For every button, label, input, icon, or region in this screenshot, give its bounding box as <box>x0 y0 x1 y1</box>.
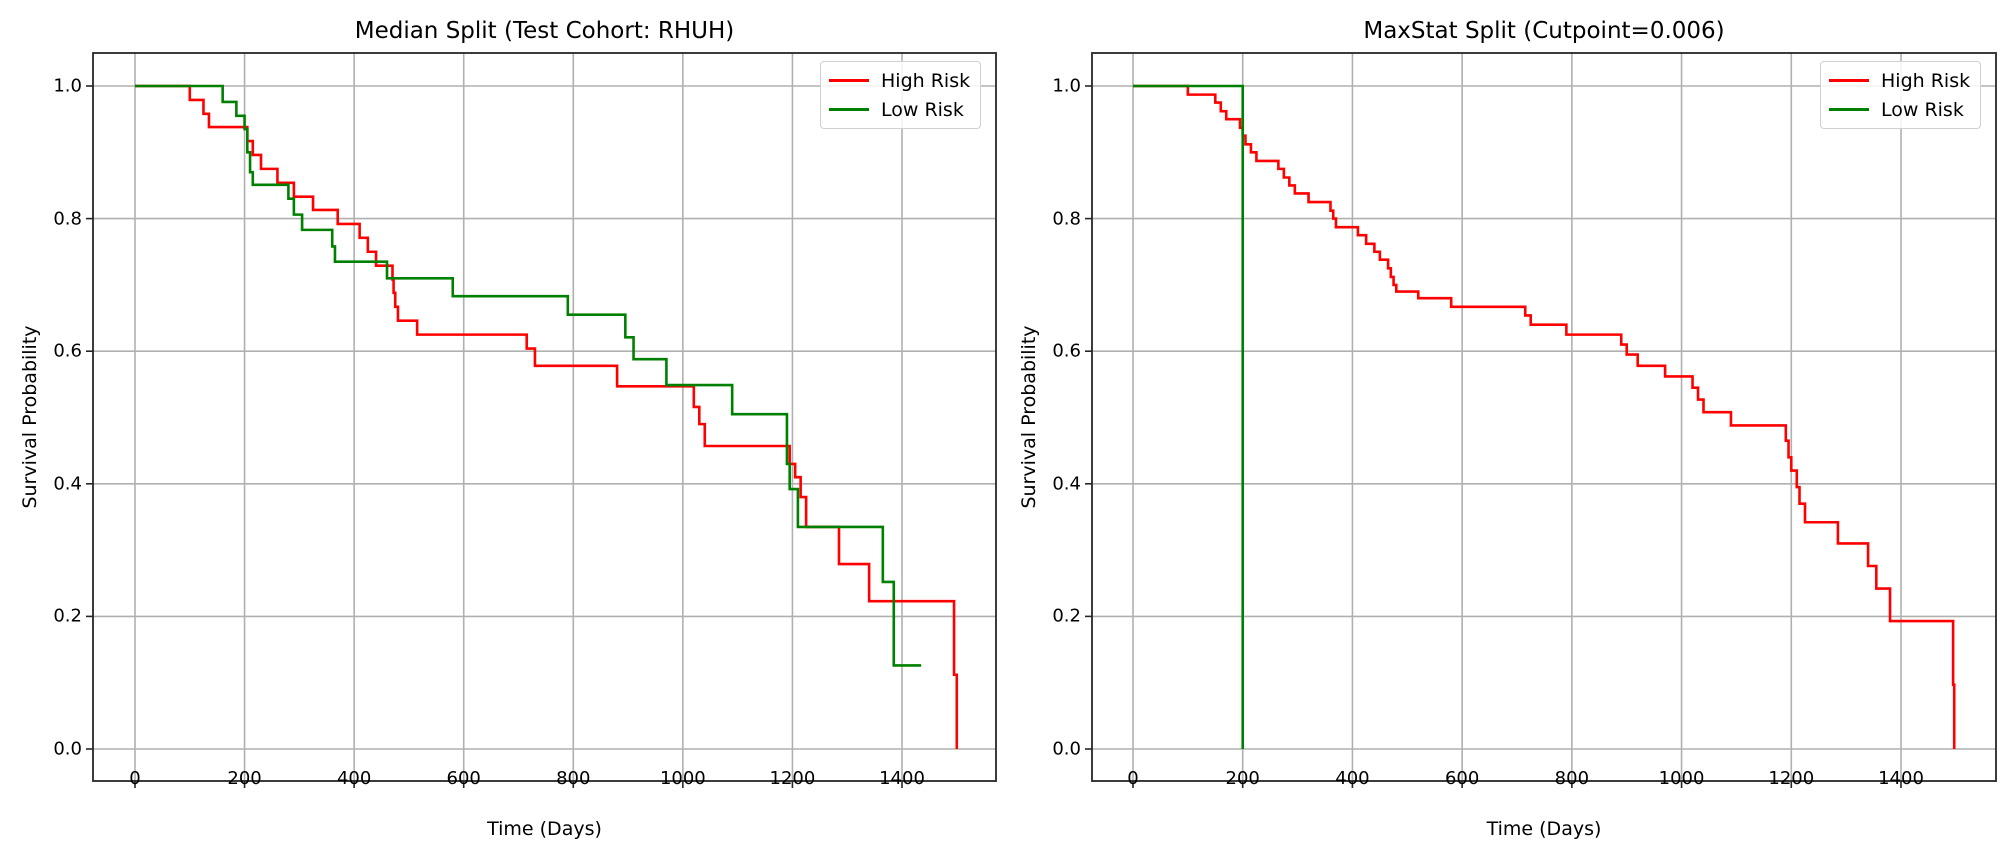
x-tick-label: 0 <box>1127 768 1139 789</box>
y-tick-label: 0.0 <box>1052 738 1081 760</box>
x-tick-label: 800 <box>1554 768 1590 789</box>
chart-title: MaxStat Split (Cutpoint=0.006) <box>1363 18 1725 44</box>
maxstat-split-chart: MaxStat Split (Cutpoint=0.006) Time (Day… <box>1000 0 2008 864</box>
legend-label: High Risk <box>1881 69 1971 92</box>
legend-item-high-risk: High Risk <box>1829 66 1970 95</box>
y-tick-label: 1.0 <box>53 75 82 97</box>
legend: High Risk Low Risk <box>820 61 982 129</box>
y-tick-label: 0.4 <box>1052 473 1081 495</box>
chart-title: Median Split (Test Cohort: RHUH) <box>354 18 735 44</box>
y-tick-label: 0.6 <box>53 340 82 362</box>
x-tick-label: 600 <box>1444 768 1480 789</box>
x-tick-label: 200 <box>1225 768 1260 789</box>
y-tick-label: 0.6 <box>1052 340 1081 362</box>
x-tick-label: 400 <box>336 768 372 789</box>
x-axis-label: Time (Days) <box>1486 818 1602 840</box>
red-line-swatch-icon <box>1829 79 1869 82</box>
y-tick-label: 0.2 <box>53 605 82 627</box>
y-axis-label: Survival Probability <box>19 325 41 509</box>
survival-curve-low-risk <box>1133 84 1245 749</box>
x-tick-label: 800 <box>556 768 591 789</box>
green-line-swatch-icon <box>1829 108 1869 111</box>
survival-curve-high-risk <box>1133 84 1956 749</box>
x-tick-label: 1200 <box>1768 768 1815 789</box>
y-tick-label: 0.8 <box>1052 208 1081 230</box>
plot-area <box>1085 52 1997 788</box>
y-tick-label: 0.2 <box>1052 605 1081 627</box>
y-tick-label: 1.0 <box>1052 75 1081 97</box>
x-tick-label: 0 <box>129 768 141 789</box>
legend-item-low-risk: Low Risk <box>829 95 970 124</box>
x-tick-label: 1000 <box>659 768 706 789</box>
legend-item-low-risk: Low Risk <box>1829 95 1970 124</box>
x-tick-label: 600 <box>446 768 481 789</box>
x-tick-label: 1200 <box>769 768 816 789</box>
legend-label: Low Risk <box>1881 98 1964 121</box>
x-tick-label: 400 <box>1335 768 1370 789</box>
y-tick-label: 0.4 <box>53 473 82 495</box>
y-tick-label: 0.8 <box>53 208 82 230</box>
legend-item-high-risk: High Risk <box>829 66 970 95</box>
plot-area <box>86 52 997 788</box>
legend: High Risk Low Risk <box>1820 61 1982 129</box>
x-axis-label: Time (Days) <box>487 818 602 840</box>
legend-label: High Risk <box>881 69 971 92</box>
green-line-swatch-icon <box>829 108 869 111</box>
x-tick-label: 1400 <box>1878 768 1924 789</box>
survival-curve-high-risk <box>135 84 959 749</box>
red-line-swatch-icon <box>829 79 869 82</box>
y-tick-label: 0.0 <box>53 738 82 760</box>
survival-curve-low-risk <box>135 84 922 667</box>
legend-label: Low Risk <box>881 98 964 121</box>
x-tick-label: 1000 <box>1658 768 1705 789</box>
y-axis-label: Survival Probability <box>1018 325 1040 509</box>
x-tick-label: 1400 <box>879 768 925 789</box>
median-split-chart: Median Split (Test Cohort: RHUH) Time (D… <box>19 18 997 840</box>
x-tick-label: 200 <box>227 768 262 789</box>
